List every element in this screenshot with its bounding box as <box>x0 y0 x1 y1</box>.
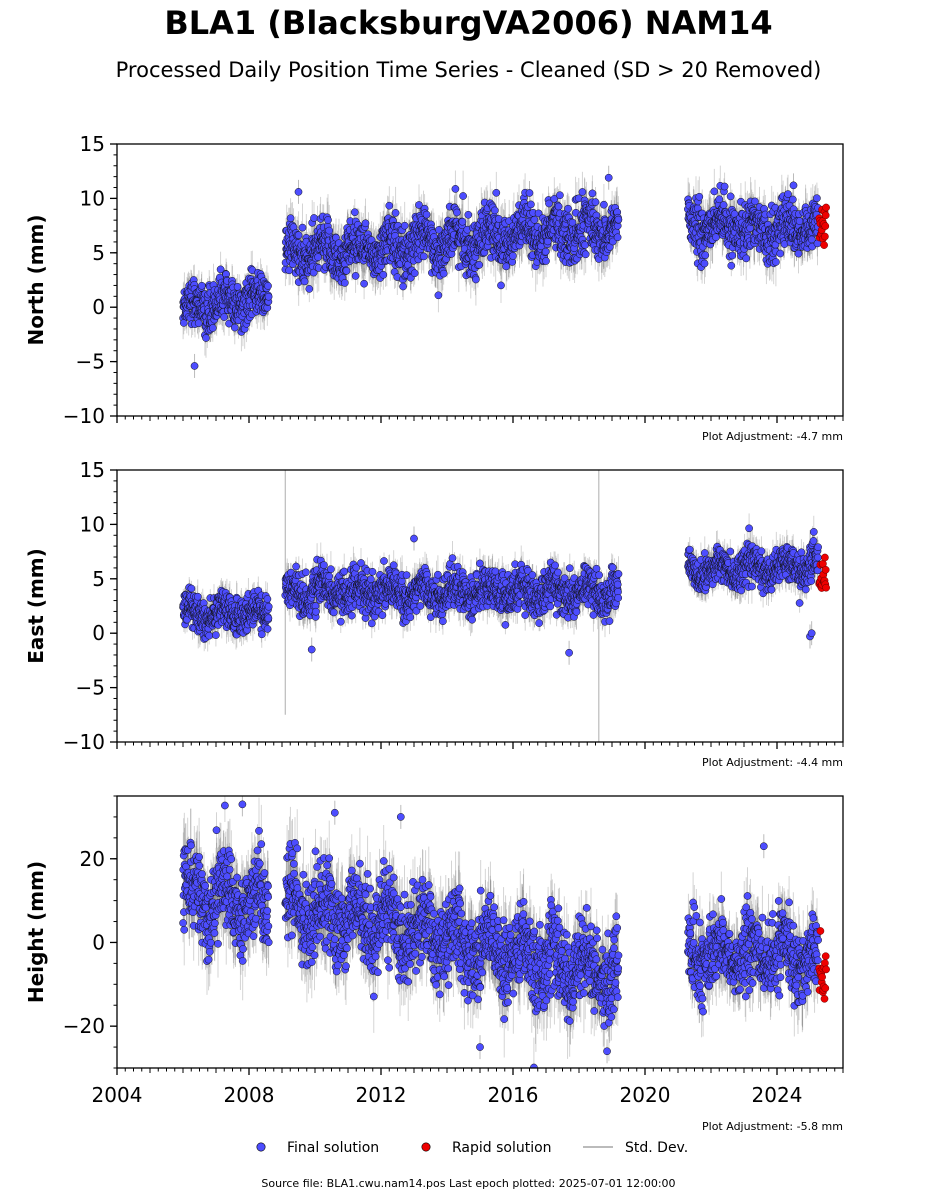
final-point <box>715 195 724 204</box>
final-point <box>309 268 318 277</box>
final-point <box>695 192 704 201</box>
final-point <box>542 257 550 265</box>
final-point <box>298 223 307 232</box>
final-point <box>360 279 368 288</box>
final-point <box>230 323 239 332</box>
final-point <box>614 215 623 224</box>
final-point <box>490 206 499 215</box>
final-point <box>216 265 225 274</box>
final-point <box>399 282 407 291</box>
final-point <box>194 319 203 328</box>
final-point <box>527 200 535 209</box>
final-point <box>726 192 735 201</box>
final-point <box>591 198 600 206</box>
final-point <box>220 313 229 321</box>
final-point <box>550 195 559 203</box>
final-point <box>712 233 720 242</box>
final-point <box>719 201 728 209</box>
final-point <box>325 226 334 235</box>
final-point <box>530 215 539 224</box>
final-point <box>776 249 785 258</box>
final-point <box>728 251 737 260</box>
final-point <box>342 266 351 275</box>
final-point <box>294 231 303 240</box>
final-point <box>459 192 467 200</box>
final-point <box>351 272 360 280</box>
final-point <box>314 253 322 261</box>
final-point <box>451 185 460 193</box>
final-point <box>543 237 552 246</box>
final-point <box>600 200 608 209</box>
final-point <box>742 254 751 263</box>
final-point <box>285 266 293 275</box>
final-point <box>391 209 400 217</box>
final-point <box>588 189 597 198</box>
final-point <box>492 188 501 197</box>
final-point <box>361 219 370 228</box>
final-point <box>701 251 710 260</box>
final-point <box>700 259 709 268</box>
final-point <box>497 281 505 290</box>
final-point <box>727 261 736 270</box>
final-point <box>264 282 272 290</box>
final-point <box>305 285 314 293</box>
final-point <box>464 210 473 219</box>
final-point <box>340 279 349 287</box>
final-point <box>458 217 467 226</box>
final-point <box>720 182 729 191</box>
final-point <box>564 204 572 213</box>
series-final <box>179 165 830 378</box>
final-points <box>179 173 822 370</box>
final-point <box>410 269 419 278</box>
final-point <box>350 208 359 217</box>
final-point <box>568 218 577 227</box>
final-point <box>434 291 443 300</box>
final-point <box>324 216 332 224</box>
final-point <box>208 324 217 332</box>
final-point <box>545 199 553 208</box>
final-point <box>379 270 388 279</box>
final-point <box>286 214 295 223</box>
final-point <box>310 214 318 222</box>
final-point <box>400 221 409 230</box>
final-point <box>795 217 804 225</box>
final-point <box>264 292 273 301</box>
final-point <box>472 275 480 284</box>
final-point <box>475 261 484 269</box>
final-point <box>300 277 309 286</box>
final-point <box>439 269 448 278</box>
final-point <box>233 283 242 291</box>
std-dev-bars <box>182 165 819 378</box>
final-point <box>509 252 517 260</box>
final-point <box>581 250 590 259</box>
final-point <box>202 334 210 342</box>
final-point <box>502 262 511 271</box>
final-point <box>794 249 803 258</box>
final-point <box>710 187 719 196</box>
final-point <box>541 247 550 256</box>
final-point <box>772 258 780 266</box>
final-point <box>419 252 428 261</box>
final-point <box>385 201 394 210</box>
final-point <box>788 195 797 204</box>
final-point <box>415 201 423 209</box>
final-point <box>453 208 461 217</box>
final-point <box>581 241 589 249</box>
final-point <box>422 210 431 219</box>
final-point <box>578 188 587 196</box>
final-point <box>197 281 206 290</box>
final-point <box>784 190 792 198</box>
final-point <box>554 202 563 211</box>
final-point <box>751 197 759 206</box>
chart-title: BLA1 (BlacksburgVA2006) NAM14 <box>164 4 773 42</box>
final-point <box>556 191 564 200</box>
chart-subtitle: Processed Daily Position Time Series - C… <box>115 58 822 82</box>
final-point <box>613 233 622 242</box>
